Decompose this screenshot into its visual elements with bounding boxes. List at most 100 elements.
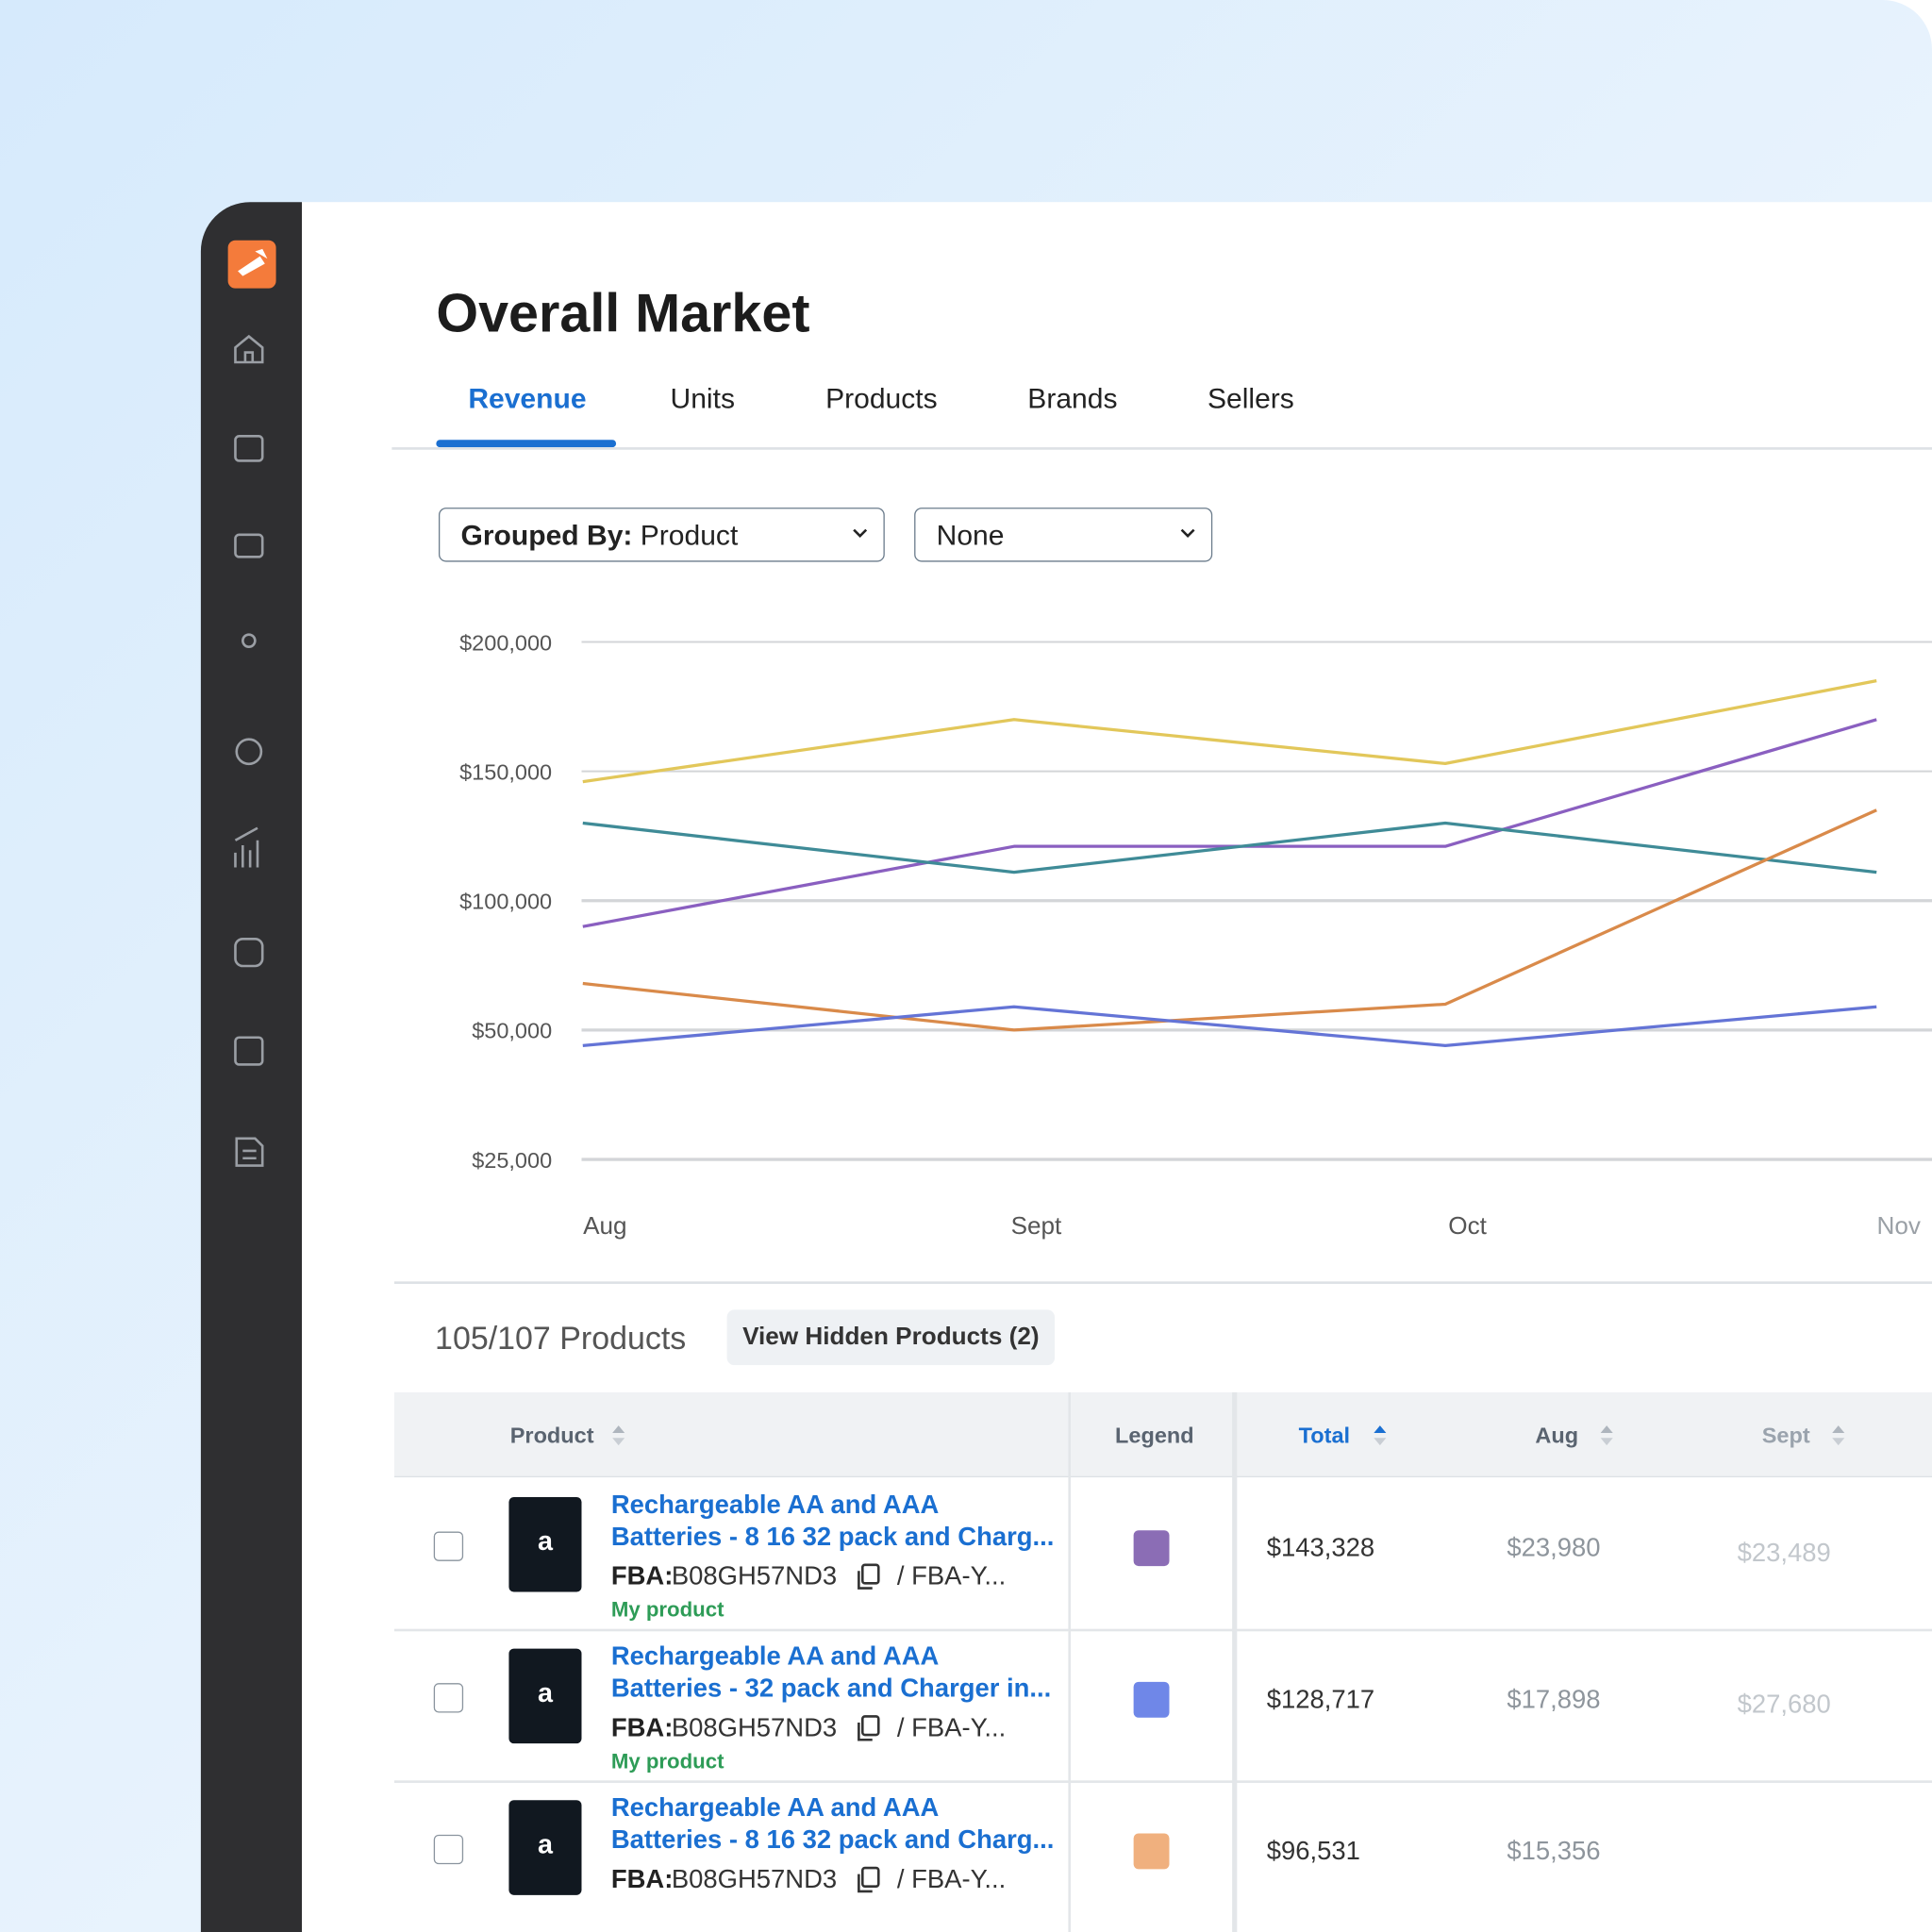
- column-header[interactable]: Product: [509, 1423, 594, 1448]
- line-chart: $200,000 $150,000 $100,000 $50,000 $25,000 Au…: [459, 630, 1932, 1240]
- tab[interactable]: Products: [825, 381, 938, 414]
- fba-label: FBA:: [610, 1713, 674, 1742]
- row-checkbox[interactable]: [433, 1834, 464, 1865]
- total: $128,717: [1266, 1685, 1375, 1714]
- chevron: [853, 528, 868, 539]
- nav-apps[interactable]: [234, 937, 264, 968]
- nav-list[interactable]: [234, 1036, 264, 1066]
- legend-swatch: [1133, 1681, 1170, 1718]
- column-header[interactable]: Sept: [1761, 1423, 1810, 1448]
- y-tick-label: $100,000: [459, 890, 552, 914]
- nav-document[interactable]: [235, 1137, 264, 1167]
- fba-label: FBA:: [610, 1562, 674, 1591]
- aug: $23,980: [1507, 1534, 1601, 1563]
- legend-swatch: [1133, 1530, 1170, 1567]
- y-tick-label: $150,000: [459, 759, 552, 784]
- x-tick-label: Aug: [583, 1211, 626, 1240]
- sku: / FBA-Y...: [896, 1713, 1007, 1742]
- tab-divider: [391, 447, 1932, 450]
- total: $96,531: [1266, 1837, 1360, 1866]
- product-tag: My product: [610, 1598, 724, 1622]
- hidden-products-button[interactable]: View Hidden Products (2): [726, 1309, 1056, 1366]
- sidebar: [200, 202, 302, 1932]
- column-divider: [1068, 1391, 1072, 1932]
- row-divider: [393, 1780, 1932, 1783]
- logo-letter: a: [537, 1828, 553, 1859]
- dropdown-label: Grouped By:: [460, 518, 633, 551]
- page-title: Overall Market: [436, 283, 810, 344]
- x-tick-label: Nov: [1877, 1211, 1921, 1240]
- product-count: 105/107 Products: [435, 1319, 687, 1357]
- logo-letter: a: [537, 1524, 553, 1557]
- product-title[interactable]: Rechargeable AA and AAA: [610, 1793, 940, 1823]
- sort-icon: [1831, 1424, 1846, 1447]
- x-tick-label: Oct: [1448, 1211, 1487, 1240]
- sort-icon: [611, 1424, 626, 1447]
- column-header[interactable]: Aug: [1535, 1423, 1579, 1448]
- sidebar-icons: [227, 240, 276, 1167]
- copy-icon[interactable]: [855, 1562, 882, 1591]
- group-dropdown[interactable]: Grouped By: Product: [438, 508, 885, 562]
- series-line: [582, 808, 1877, 1032]
- tab[interactable]: Units: [670, 381, 735, 414]
- nav-network[interactable]: [241, 633, 257, 649]
- product-title[interactable]: Batteries - 8 16 32 pack and Charg...: [610, 1825, 1055, 1855]
- fba-label: FBA:: [610, 1865, 674, 1894]
- sept: $27,680: [1737, 1690, 1831, 1720]
- main-panel: [301, 202, 1932, 1932]
- logo-letter: a: [537, 1676, 553, 1708]
- nav-monitor[interactable]: [234, 533, 264, 558]
- y-tick-label: $200,000: [459, 630, 552, 655]
- product-image: a: [508, 1800, 582, 1895]
- y-tick-label: $50,000: [472, 1019, 552, 1043]
- tab[interactable]: Brands: [1027, 381, 1118, 414]
- dropdown-value: None: [936, 518, 1005, 551]
- nav-calendar[interactable]: [234, 435, 264, 462]
- chart-divider: [393, 1281, 1932, 1284]
- total: $143,328: [1266, 1534, 1375, 1563]
- product-tag: My product: [610, 1749, 724, 1774]
- product-title[interactable]: Rechargeable AA and AAA: [610, 1642, 940, 1672]
- sku: / FBA-Y...: [896, 1865, 1007, 1894]
- asin: B08GH57ND3: [671, 1865, 838, 1894]
- copy-icon[interactable]: [855, 1714, 882, 1743]
- nav-home[interactable]: [234, 334, 264, 364]
- product-image: a: [508, 1496, 582, 1592]
- dropdown-value: Product: [640, 518, 739, 551]
- table-header: [393, 1391, 1932, 1478]
- series-line: [582, 1005, 1877, 1048]
- legend-swatch: [1133, 1833, 1170, 1870]
- row-checkbox[interactable]: [433, 1683, 464, 1713]
- column-divider: [1232, 1391, 1238, 1932]
- tab[interactable]: Revenue: [468, 381, 587, 414]
- sku: / FBA-Y...: [896, 1562, 1007, 1591]
- y-tick-label: $25,000: [472, 1148, 552, 1173]
- asin: B08GH57ND3: [671, 1713, 838, 1742]
- series-line: [582, 821, 1877, 874]
- chevron: [1180, 528, 1195, 539]
- product-title[interactable]: Batteries - 8 16 32 pack and Charg...: [610, 1523, 1055, 1552]
- tab-indicator: [436, 440, 617, 448]
- column-header[interactable]: Total: [1298, 1423, 1351, 1448]
- series-line: [582, 679, 1877, 784]
- second-dropdown[interactable]: None: [914, 508, 1213, 562]
- row-divider: [393, 1628, 1932, 1631]
- column-header: Legend: [1115, 1423, 1194, 1448]
- nav-money[interactable]: [235, 738, 263, 766]
- tab[interactable]: Sellers: [1207, 381, 1294, 414]
- sept: $23,489: [1737, 1539, 1831, 1568]
- sort-icon: [1599, 1424, 1614, 1447]
- aug: $17,898: [1507, 1685, 1601, 1714]
- product-image: a: [508, 1648, 582, 1744]
- logo-glyph: [238, 248, 268, 276]
- nav-growth[interactable]: [234, 826, 259, 868]
- row-checkbox[interactable]: [433, 1531, 464, 1561]
- aug: $15,356: [1507, 1837, 1601, 1866]
- copy-icon[interactable]: [855, 1865, 882, 1894]
- product-title[interactable]: Rechargeable AA and AAA: [610, 1491, 940, 1520]
- sort-icon: [1373, 1424, 1388, 1447]
- product-title[interactable]: Batteries - 32 pack and Charger in...: [610, 1674, 1052, 1704]
